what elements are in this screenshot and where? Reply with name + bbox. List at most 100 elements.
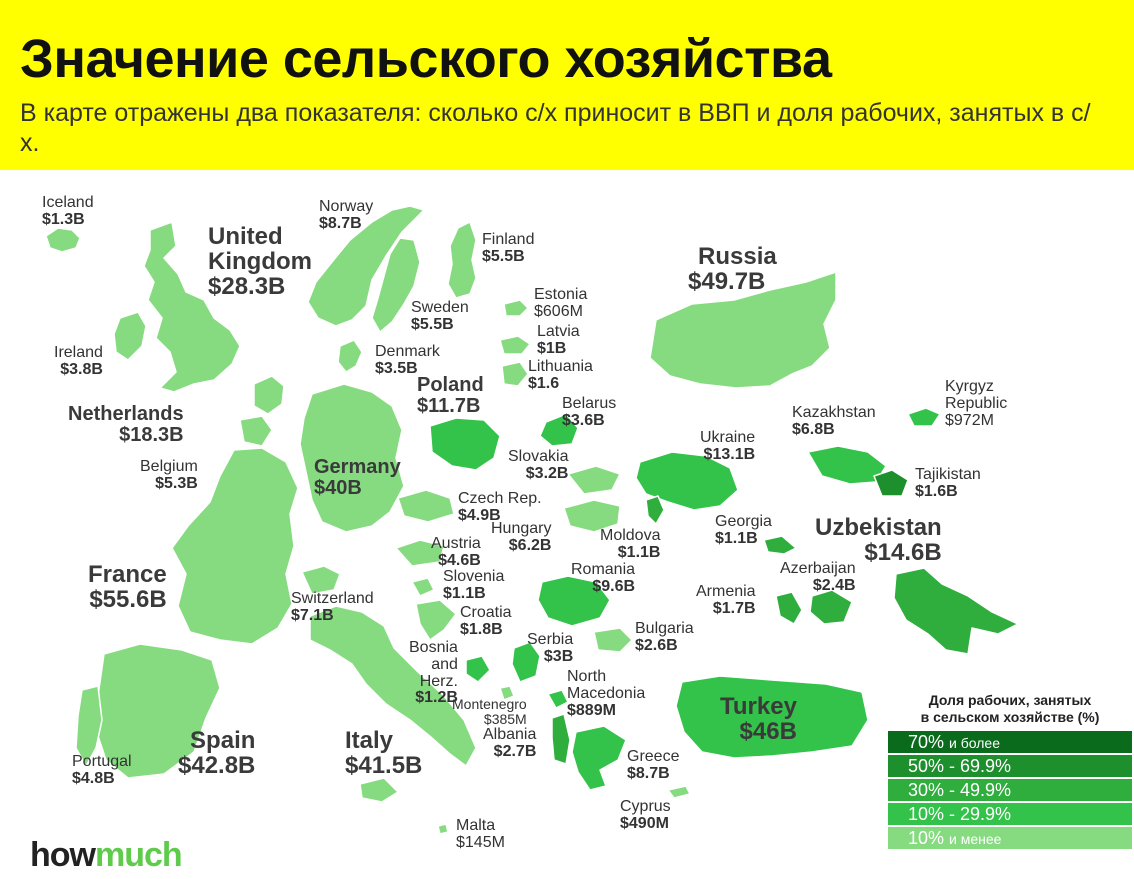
label-belgium: Belgium $5.3B [140,458,198,493]
label-ireland-name: Ireland [54,344,103,361]
legend-title-line2: в сельском хозяйстве (%) [920,709,1100,725]
legend-row-range: 50% - 69.9% [908,756,1012,776]
label-bosnia: Bosnia and Herz. $1.2B [409,639,458,707]
header-banner: Значение сельского хозяйства В карте отр… [0,0,1134,170]
country-shape-norway [307,205,425,327]
label-albania: Albania $2.7B [483,726,536,761]
country-shape-tajikistan [873,469,909,497]
label-armenia-value: $1.7B [712,599,756,617]
label-portugal: Portugal $4.8B [72,753,132,788]
label-belarus-value: $3.6B [562,411,605,429]
label-tajikistan: Tajikistan $1.6B [915,466,981,501]
country-shape-north-macedonia [547,689,569,709]
country-shape-bulgaria [593,627,633,653]
legend-row-70-plus: 70% и более [888,731,1132,753]
country-shape-hungary [563,499,621,533]
label-finland: Finland $5.5B [482,231,534,266]
label-belarus: Belarus $3.6B [562,395,616,430]
label-italy-name: Italy [345,727,394,754]
europe-map [45,205,1019,835]
label-latvia: Latvia $1B [537,323,580,358]
country-shape-lithuania [501,361,529,387]
country-shape-moldova [645,495,665,525]
label-kyrgyz: Kyrgyz Republic $972M [945,378,1007,429]
country-shape-italy [309,605,477,767]
label-ukraine: Ukraine $13.1B [700,429,756,464]
label-cyprus: Cyprus $490M [620,798,671,833]
legend-row-range: 10% [908,828,945,848]
label-slovakia: Slovakia $3.2B [508,448,569,483]
label-uzbekistan: Uzbekistan $14.6B [815,515,942,566]
country-shape-croatia [415,599,457,641]
label-denmark-value: $3.5B [375,359,418,377]
label-lithuania-name: Lithuania [528,358,593,375]
country-shape-czech [397,489,455,523]
label-austria-name: Austria [431,535,481,552]
label-finland-value: $5.5B [482,247,525,265]
label-latvia-value: $1B [537,339,567,357]
country-shape-turkey [675,675,869,759]
label-russia-value: $49.7B [688,268,766,296]
label-estonia-name: Estonia [534,286,588,303]
label-france: France $55.6B [88,562,167,613]
label-sweden-name: Sweden [411,299,469,316]
label-uk-name2: Kingdom [208,248,312,276]
country-shape-belgium [239,415,273,447]
label-north-macedonia: North Macedonia $889M [567,668,646,719]
brand-logo: howmuch [30,836,183,875]
label-cyprus-name: Cyprus [620,798,671,815]
label-czech: Czech Rep. $4.9B [458,490,542,525]
label-north-macedonia-name1: North [567,668,607,685]
legend-row-suffix: и менее [949,831,1002,847]
label-spain: Spain $42.8B [178,728,256,780]
label-iceland-name: Iceland [42,194,94,211]
label-kazakhstan: Kazakhstan $6.8B [792,404,876,439]
label-netherlands-name: Netherlands [68,403,184,425]
label-belgium-value: $5.3B [155,474,198,492]
country-shape-montenegro [499,685,515,701]
label-sweden-value: $5.5B [411,315,454,333]
label-kyrgyz-value: $972M [945,411,994,429]
country-shape-albania [551,713,571,765]
label-azerbaijan: Azerbaijan $2.4B [780,560,856,595]
country-shape-austria [395,539,445,567]
legend-row-suffix: и более [949,735,1000,751]
label-ukraine-value: $13.1B [703,445,756,463]
country-shape-ireland [113,311,147,361]
label-romania-name: Romania [571,561,636,578]
legend-row-range: 70% [908,732,945,752]
label-turkey: Turkey $46B [720,694,797,745]
label-czech-value: $4.9B [458,506,501,524]
label-georgia-value: $1.1B [715,529,758,547]
label-north-macedonia-name2: Macedonia [567,684,646,702]
page-title: Значение сельского хозяйства [20,29,832,89]
country-shape-estonia [503,299,529,317]
label-norway: Norway $8.7B [319,198,373,233]
label-moldova: Moldova $1.1B [600,527,660,562]
country-shape-bosnia [465,655,491,683]
country-shape-serbia [511,641,541,683]
country-shape-denmark [337,339,363,373]
label-belgium-name: Belgium [140,458,198,475]
brand-logo-part1: how [30,836,96,874]
label-switzerland-name: Switzerland [291,590,374,607]
country-shape-georgia [763,535,797,555]
label-hungary-value: $6.2B [508,536,552,554]
label-spain-value: $42.8B [178,752,256,780]
label-azerbaijan-value: $2.4B [812,576,856,594]
label-ukraine-name: Ukraine [700,429,756,446]
country-shape-armenia [775,591,803,625]
label-ireland: Ireland $3.8B [54,344,103,379]
country-shape-slovakia [567,465,621,495]
label-croatia-name: Croatia [460,604,512,621]
country-shape-malta [437,823,449,835]
label-croatia: Croatia $1.8B [460,604,512,639]
legend-row-range: 10% - 29.9% [908,804,1012,824]
legend-row-under-10: 10% и менее [888,827,1132,849]
label-slovakia-name: Slovakia [508,448,569,465]
label-austria-value: $4.6B [438,551,481,569]
label-bulgaria-name: Bulgaria [635,620,694,637]
label-switzerland-value: $7.1B [291,606,334,624]
label-armenia: Armenia $1.7B [696,583,756,618]
country-shape-poland [429,417,501,471]
